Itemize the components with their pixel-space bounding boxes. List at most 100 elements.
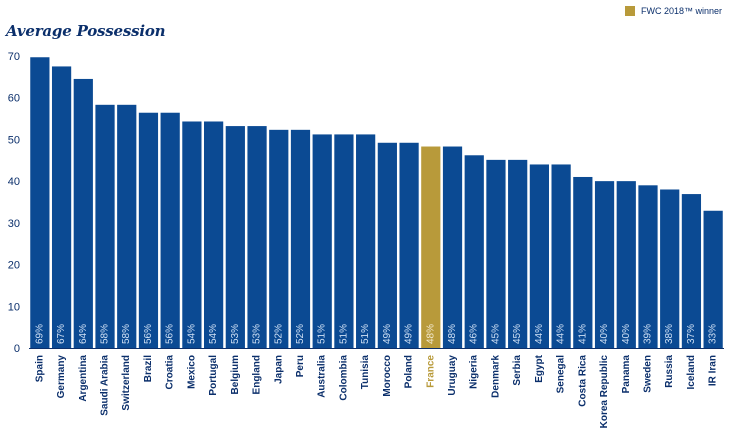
category-label: Poland xyxy=(404,355,415,388)
category-label: Germany xyxy=(56,355,67,399)
bar xyxy=(117,104,137,348)
y-tick-label: 0 xyxy=(14,343,20,355)
category-label: IR Iran xyxy=(708,355,719,386)
bar-value-label: 64% xyxy=(78,324,89,344)
bar xyxy=(399,142,419,348)
bar-value-label: 40% xyxy=(621,324,632,344)
bar xyxy=(551,164,571,348)
y-tick-label: 50 xyxy=(8,134,20,146)
bar-value-label: 45% xyxy=(512,324,523,344)
bar-value-label: 49% xyxy=(382,324,393,344)
bar-value-label: 51% xyxy=(360,324,371,344)
category-label: Senegal xyxy=(556,355,567,394)
bar xyxy=(594,181,615,348)
category-label: Switzerland xyxy=(121,355,132,411)
category-label: Iceland xyxy=(686,355,697,389)
category-label: Japan xyxy=(273,355,284,384)
bar-value-label: 53% xyxy=(230,324,241,344)
y-tick-label: 60 xyxy=(8,93,20,105)
bar xyxy=(290,129,311,348)
category-label: Serbia xyxy=(512,355,523,386)
category-label: Saudi Arabia xyxy=(100,355,111,416)
bar xyxy=(160,112,180,348)
bar xyxy=(377,142,397,348)
bar-value-label: 53% xyxy=(252,324,263,344)
bar xyxy=(138,112,159,348)
category-label: Belgium xyxy=(230,355,241,395)
bar-value-label: 38% xyxy=(664,324,675,344)
y-tick-label: 20 xyxy=(8,260,20,272)
bar xyxy=(508,159,528,348)
bar-value-label: 54% xyxy=(186,324,197,344)
category-label: Spain xyxy=(34,355,45,382)
bar xyxy=(204,121,224,349)
category-label: Egypt xyxy=(534,354,545,382)
bar xyxy=(247,126,267,348)
category-label: England xyxy=(252,355,263,394)
category-label: Colombia xyxy=(338,355,349,401)
y-tick-label: 10 xyxy=(8,301,20,313)
y-tick-label: 70 xyxy=(8,51,20,63)
bar xyxy=(356,134,376,348)
bar xyxy=(442,146,463,348)
bar xyxy=(529,164,549,348)
bar-value-label: 41% xyxy=(577,324,588,344)
category-label: Uruguay xyxy=(447,355,458,396)
category-label: Argentina xyxy=(78,355,89,402)
category-label: Russia xyxy=(664,355,675,388)
bar xyxy=(334,134,354,348)
bar-value-label: 48% xyxy=(447,324,458,344)
bar-value-label: 33% xyxy=(708,324,719,344)
bar-value-label: 52% xyxy=(273,324,284,344)
bar xyxy=(638,185,658,348)
bar-value-label: 39% xyxy=(642,324,653,344)
chart-title: Average Possession xyxy=(6,22,166,40)
bar-value-label: 56% xyxy=(165,324,176,344)
category-label: Denmark xyxy=(490,355,501,398)
category-label: Nigeria xyxy=(469,355,480,389)
legend-label: FWC 2018™ winner xyxy=(640,6,722,16)
y-tick-label: 30 xyxy=(8,218,20,230)
bar xyxy=(660,189,680,348)
category-label: Brazil xyxy=(143,355,154,382)
bar xyxy=(30,57,50,348)
category-label: Australia xyxy=(317,355,328,398)
bar xyxy=(421,146,441,348)
bar xyxy=(681,194,702,348)
bar-value-label: 40% xyxy=(599,324,610,344)
bar xyxy=(51,66,72,349)
legend-swatch xyxy=(624,6,635,16)
category-label: Costa Rica xyxy=(577,355,588,407)
bar-value-label: 51% xyxy=(338,324,349,344)
bar-value-label: 48% xyxy=(425,324,436,344)
bar-value-label: 37% xyxy=(686,324,697,344)
bar xyxy=(312,134,332,348)
bar xyxy=(464,155,484,348)
bar-value-label: 69% xyxy=(34,324,45,344)
bar xyxy=(95,104,115,348)
bar xyxy=(182,121,202,349)
category-label: Morocco xyxy=(382,355,393,397)
bar xyxy=(616,181,636,348)
category-label: Tunisia xyxy=(360,355,371,390)
bar xyxy=(573,176,593,348)
category-label: Peru xyxy=(295,355,306,377)
category-label: Portugal xyxy=(208,355,219,396)
bar-value-label: 45% xyxy=(490,324,501,344)
category-label: Panama xyxy=(621,355,632,394)
bar-value-label: 46% xyxy=(469,324,480,344)
bar-value-label: 52% xyxy=(295,324,306,344)
bar-value-label: 58% xyxy=(121,324,132,344)
bar-value-label: 67% xyxy=(56,324,67,344)
category-label: Croatia xyxy=(165,355,176,390)
bar xyxy=(269,129,289,348)
category-label: Sweden xyxy=(642,355,653,393)
category-label: Korea Republic xyxy=(599,355,610,429)
bar xyxy=(703,210,723,348)
y-tick-label: 40 xyxy=(8,176,20,188)
legend: FWC 2018™ winner xyxy=(624,6,722,16)
category-label: France xyxy=(425,355,436,388)
bar-value-label: 51% xyxy=(317,324,328,344)
